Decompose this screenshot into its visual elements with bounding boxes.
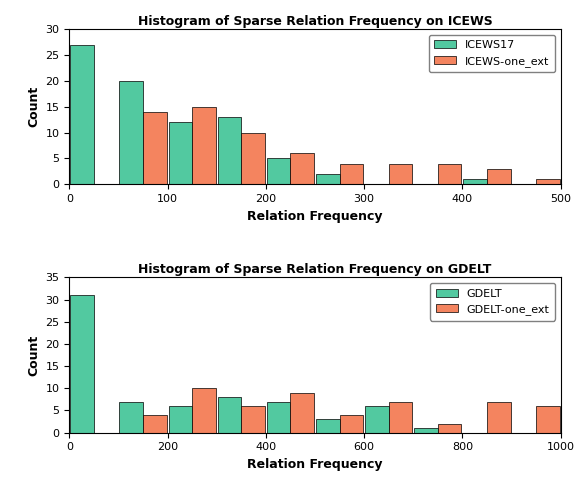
- Bar: [316, 419, 340, 433]
- Bar: [438, 164, 461, 184]
- Bar: [414, 428, 438, 433]
- Bar: [536, 179, 560, 184]
- Bar: [291, 153, 314, 184]
- X-axis label: Relation Frequency: Relation Frequency: [247, 458, 383, 471]
- Title: Histogram of Sparse Relation Frequency on GDELT: Histogram of Sparse Relation Frequency o…: [138, 263, 492, 276]
- Bar: [365, 406, 388, 433]
- Bar: [267, 158, 291, 184]
- Legend: ICEWS17, ICEWS-one_ext: ICEWS17, ICEWS-one_ext: [428, 35, 555, 72]
- Bar: [464, 179, 487, 184]
- Bar: [388, 401, 412, 433]
- Bar: [71, 45, 94, 184]
- Bar: [71, 295, 94, 433]
- X-axis label: Relation Frequency: Relation Frequency: [247, 209, 383, 223]
- Bar: [291, 393, 314, 433]
- Bar: [487, 401, 510, 433]
- Bar: [267, 401, 291, 433]
- Bar: [242, 406, 265, 433]
- Bar: [340, 415, 363, 433]
- Legend: GDELT, GDELT-one_ext: GDELT, GDELT-one_ext: [430, 283, 555, 321]
- Bar: [487, 169, 510, 184]
- Bar: [438, 424, 461, 433]
- Bar: [242, 133, 265, 184]
- Bar: [143, 112, 166, 184]
- Bar: [192, 388, 216, 433]
- Bar: [169, 122, 192, 184]
- Bar: [192, 107, 216, 184]
- Bar: [218, 117, 242, 184]
- Bar: [536, 406, 560, 433]
- Bar: [120, 81, 143, 184]
- Bar: [316, 174, 340, 184]
- Y-axis label: Count: Count: [27, 334, 40, 376]
- Bar: [169, 406, 192, 433]
- Y-axis label: Count: Count: [27, 86, 40, 127]
- Title: Histogram of Sparse Relation Frequency on ICEWS: Histogram of Sparse Relation Frequency o…: [138, 15, 492, 28]
- Bar: [120, 401, 143, 433]
- Bar: [218, 397, 242, 433]
- Bar: [388, 164, 412, 184]
- Bar: [340, 164, 363, 184]
- Bar: [143, 415, 166, 433]
